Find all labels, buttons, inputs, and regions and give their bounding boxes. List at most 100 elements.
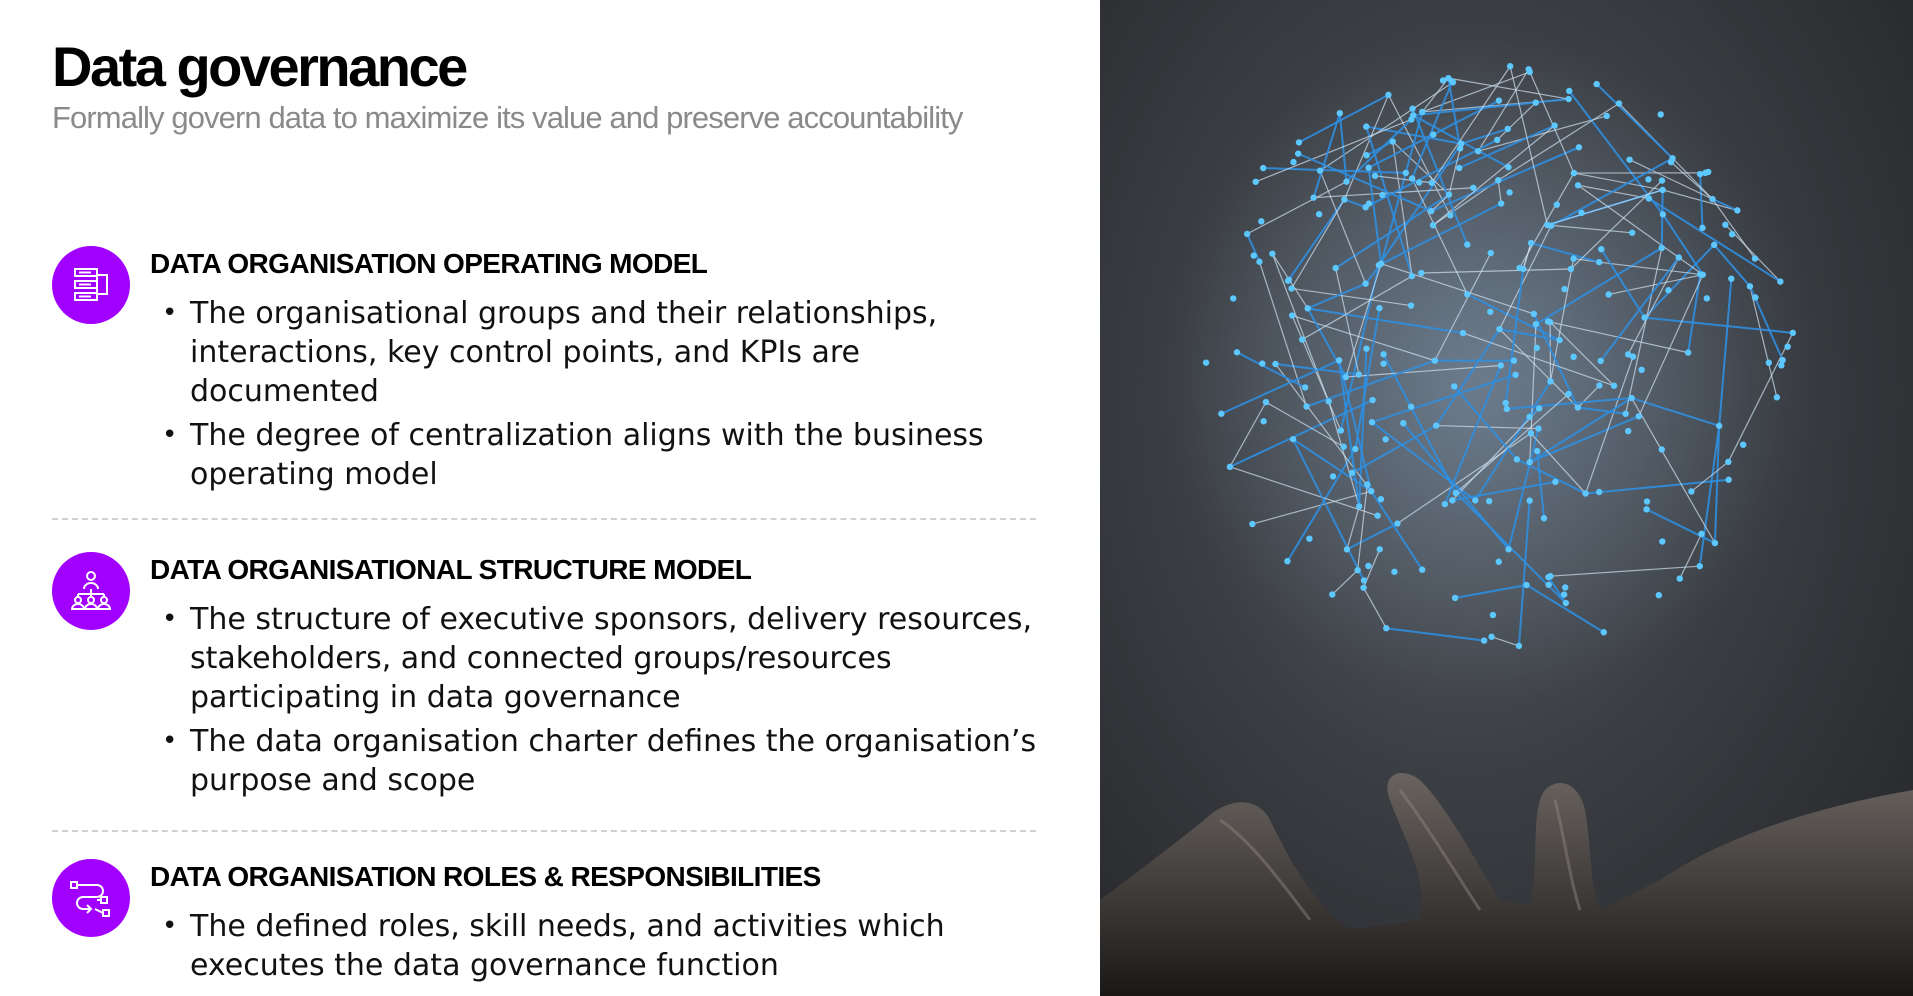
page-subtitle: Formally govern data to maximize its val… [52, 100, 963, 135]
network-link [1421, 77, 1449, 113]
network-node [1304, 305, 1311, 312]
network-link [1687, 274, 1702, 353]
network-node [1400, 420, 1407, 427]
network-node [1752, 294, 1759, 301]
network-link [1435, 328, 1501, 427]
network-node [1354, 566, 1361, 574]
network-node [1593, 80, 1600, 88]
network-link [1608, 274, 1703, 296]
network-node [1487, 308, 1494, 315]
network-link [1528, 69, 1575, 174]
network-node [1628, 229, 1636, 236]
network-node [1574, 182, 1582, 189]
network-node [1332, 264, 1339, 272]
network-node [1699, 271, 1707, 278]
network-node [1622, 410, 1629, 417]
network-link [1271, 253, 1330, 402]
network-node [1376, 546, 1383, 553]
network-link [1718, 278, 1733, 426]
network-link [1638, 274, 1704, 417]
network-node [1497, 200, 1505, 207]
network-node [1249, 520, 1256, 528]
network-node [1703, 295, 1711, 302]
network-node [1725, 458, 1732, 466]
network-link [1431, 65, 1511, 184]
network-link [1307, 282, 1367, 310]
network-link [1629, 159, 1713, 200]
network-link [1491, 636, 1520, 647]
network-node [1659, 186, 1666, 194]
network-node [1515, 642, 1523, 650]
network-node [1343, 546, 1351, 553]
network-link [1585, 478, 1729, 495]
network-link [1713, 425, 1721, 544]
network-node [1431, 357, 1439, 364]
network-node [1284, 557, 1291, 565]
network-link [1291, 315, 1342, 431]
network-node [1495, 177, 1502, 184]
network-node [1464, 291, 1471, 298]
network-node [1449, 497, 1456, 504]
network-node [1329, 591, 1336, 598]
network-node [1526, 413, 1533, 421]
workflow-icon [52, 859, 130, 937]
network-link [1698, 425, 1721, 567]
network-link [1526, 584, 1605, 634]
network-link [1466, 293, 1561, 341]
network-node [1493, 136, 1501, 144]
network-node [1363, 345, 1370, 352]
network-node [1739, 441, 1747, 448]
network-node [1567, 265, 1575, 273]
network-node [1428, 179, 1435, 186]
list-item: The data organisation charter defines th… [158, 722, 1038, 800]
org-chart-icon [52, 246, 130, 324]
network-node [1407, 403, 1415, 410]
network-node [1603, 112, 1610, 120]
network-node [1385, 91, 1392, 99]
network-link [1577, 406, 1626, 415]
network-link [1713, 244, 1751, 287]
network-node [1299, 336, 1306, 343]
network-node [1340, 443, 1347, 450]
network-node [1362, 280, 1369, 287]
network-link [1547, 224, 1633, 234]
network-link [1643, 244, 1715, 319]
network-link [1346, 506, 1360, 550]
network-link [1343, 94, 1390, 200]
network-node [1709, 195, 1716, 203]
network-node [1316, 167, 1324, 174]
network-node [1513, 456, 1521, 463]
network-link [1662, 189, 1738, 211]
network-link [1496, 102, 1537, 141]
network-node [1728, 275, 1735, 282]
list-item: The defined roles, skill needs, and acti… [158, 907, 1038, 985]
network-link [1506, 397, 1632, 410]
network-node [1365, 164, 1372, 171]
network-node [1383, 625, 1390, 632]
network-node [1429, 222, 1437, 229]
network-node [1625, 427, 1632, 435]
network-node [1415, 179, 1423, 186]
network-link [1498, 225, 1552, 330]
network-link [1258, 261, 1308, 407]
network-link [1378, 143, 1463, 266]
network-node [1376, 304, 1383, 312]
network-link [1291, 287, 1412, 307]
network-node [1288, 285, 1295, 292]
network-node [1368, 419, 1376, 426]
network-node [1532, 99, 1539, 106]
network-node [1527, 239, 1535, 247]
network-node [1487, 249, 1494, 257]
network-node [1570, 353, 1577, 361]
network-node [1526, 497, 1533, 504]
network-node [1377, 260, 1385, 267]
network-link [1229, 466, 1378, 517]
network-link [1236, 351, 1306, 389]
network-node [1570, 169, 1578, 177]
network-node [1445, 191, 1453, 198]
network-sphere-graphic [1100, 40, 1913, 996]
network-link [1448, 77, 1569, 100]
network-node [1502, 399, 1509, 407]
network-node [1504, 125, 1511, 133]
network-link [1499, 328, 1560, 342]
